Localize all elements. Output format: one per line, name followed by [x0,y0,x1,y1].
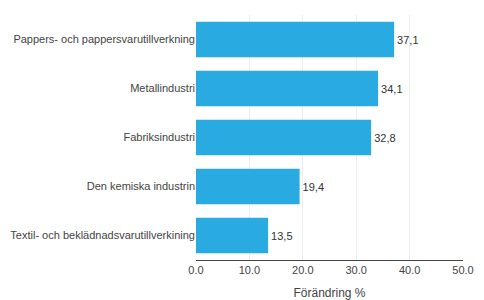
svg-text:Textil- och beklädnadsvarutill: Textil- och beklädnadsvarutillverkining [10,229,195,241]
svg-text:Den kemiska industrin: Den kemiska industrin [87,180,195,192]
svg-text:50.0: 50.0 [452,264,473,276]
svg-text:10.0: 10.0 [239,264,260,276]
svg-text:13,5: 13,5 [271,230,292,242]
svg-text:Fabriksindustri: Fabriksindustri [123,131,195,143]
svg-text:19,4: 19,4 [303,181,324,193]
svg-text:Pappers- och pappersvarutillve: Pappers- och pappersvarutillverkning [13,33,195,45]
svg-text:34,1: 34,1 [381,83,402,95]
svg-text:40.0: 40.0 [399,264,420,276]
svg-text:Metallindustri: Metallindustri [130,82,195,94]
svg-text:30.0: 30.0 [345,264,366,276]
svg-text:0.0: 0.0 [188,264,203,276]
svg-text:20.0: 20.0 [292,264,313,276]
svg-text:32,8: 32,8 [374,132,395,144]
svg-text:Förändring %: Förändring % [293,286,365,300]
svg-text:37,1: 37,1 [397,34,418,46]
